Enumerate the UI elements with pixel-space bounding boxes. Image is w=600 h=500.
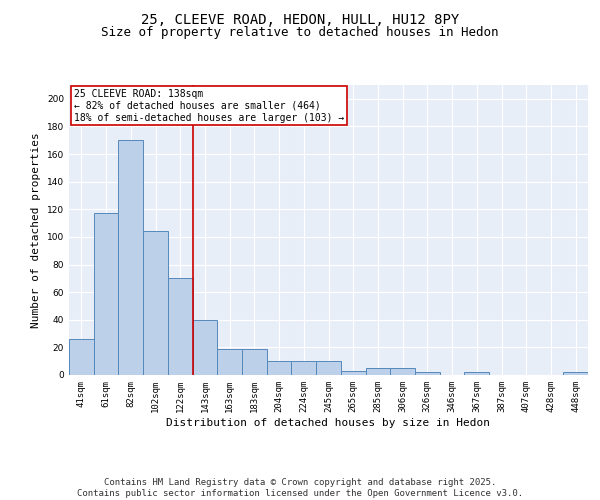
Bar <box>563 372 588 375</box>
Bar <box>390 368 415 375</box>
Bar <box>341 371 365 375</box>
Text: Size of property relative to detached houses in Hedon: Size of property relative to detached ho… <box>101 26 499 39</box>
Text: 25 CLEEVE ROAD: 138sqm
← 82% of detached houses are smaller (464)
18% of semi-de: 25 CLEEVE ROAD: 138sqm ← 82% of detached… <box>74 90 344 122</box>
Y-axis label: Number of detached properties: Number of detached properties <box>31 132 41 328</box>
Text: 25, CLEEVE ROAD, HEDON, HULL, HU12 8PY: 25, CLEEVE ROAD, HEDON, HULL, HU12 8PY <box>141 12 459 26</box>
Bar <box>168 278 193 375</box>
Bar <box>69 339 94 375</box>
Bar <box>464 372 489 375</box>
Bar <box>217 349 242 375</box>
Bar <box>267 361 292 375</box>
Bar <box>118 140 143 375</box>
Bar <box>94 214 118 375</box>
Bar <box>143 232 168 375</box>
Bar <box>292 361 316 375</box>
Bar <box>242 349 267 375</box>
Bar <box>365 368 390 375</box>
Text: Contains HM Land Registry data © Crown copyright and database right 2025.
Contai: Contains HM Land Registry data © Crown c… <box>77 478 523 498</box>
Bar <box>316 361 341 375</box>
Bar <box>415 372 440 375</box>
X-axis label: Distribution of detached houses by size in Hedon: Distribution of detached houses by size … <box>167 418 491 428</box>
Bar <box>193 320 217 375</box>
